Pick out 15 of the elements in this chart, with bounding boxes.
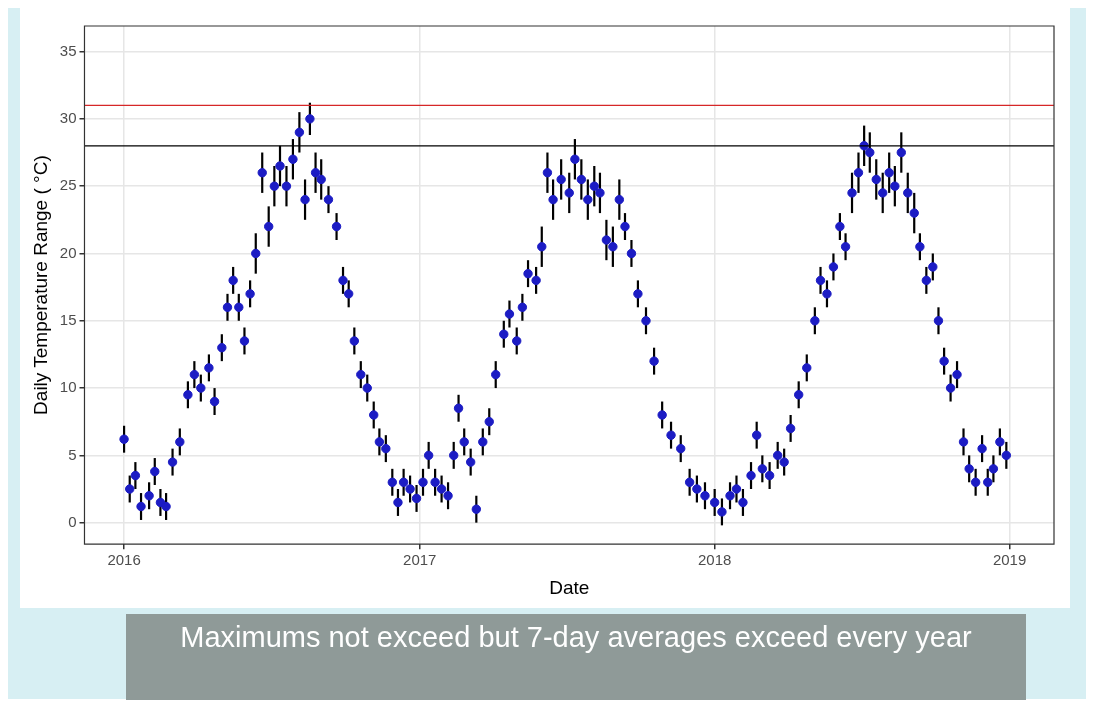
y-axis-title: Daily Temperature Range ( °C) [29,155,51,415]
y-tick-label: 20 [59,243,77,261]
y-tick-label: 25 [59,176,77,194]
y-tick-label: 30 [59,109,77,127]
y-tick-label: 5 [68,445,77,463]
x-tick-label: 2019 [992,551,1027,569]
x-axis-title: Date [549,576,590,598]
y-tick-label: 15 [59,310,77,328]
x-tick-label: 2017 [403,551,437,569]
y-tick-label: 35 [59,41,77,59]
y-tick-label: 0 [68,512,77,530]
y-tick-label: 10 [59,378,77,396]
text: Maximums not exceed but 7-day averages exceed every year [126,614,1026,700]
x-tick-label: 2016 [107,551,141,569]
x-tick-label: 2018 [697,551,732,569]
